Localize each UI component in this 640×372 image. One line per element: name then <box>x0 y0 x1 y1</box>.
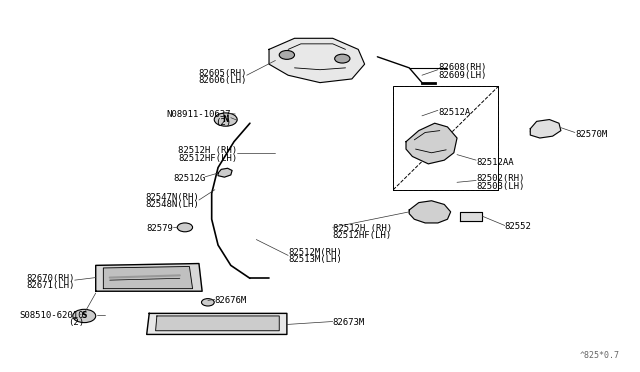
Bar <box>394 86 499 190</box>
Polygon shape <box>406 123 457 164</box>
Text: (2): (2) <box>214 118 231 126</box>
Text: (2): (2) <box>68 318 84 327</box>
Text: 82512M(RH): 82512M(RH) <box>288 248 342 257</box>
Text: N08911-10637: N08911-10637 <box>166 110 231 119</box>
Polygon shape <box>147 313 287 334</box>
Circle shape <box>202 299 214 306</box>
Text: 82512A: 82512A <box>438 108 470 117</box>
Text: N: N <box>223 115 229 124</box>
Polygon shape <box>104 266 193 289</box>
Text: 82570M: 82570M <box>575 130 607 139</box>
Polygon shape <box>409 201 451 223</box>
Text: 82609(LH): 82609(LH) <box>438 71 486 80</box>
Text: 82608(RH): 82608(RH) <box>438 63 486 72</box>
Text: 82670(RH): 82670(RH) <box>26 274 75 283</box>
Text: 82503(LH): 82503(LH) <box>476 182 525 190</box>
Circle shape <box>177 223 193 232</box>
Circle shape <box>73 310 96 323</box>
Circle shape <box>214 113 237 126</box>
Text: 82512HF(LH): 82512HF(LH) <box>178 154 237 163</box>
Text: ^825*0.7: ^825*0.7 <box>579 350 620 359</box>
Text: 82547N(RH): 82547N(RH) <box>145 193 199 202</box>
Text: 82512H (RH): 82512H (RH) <box>178 147 237 155</box>
Text: 82673M: 82673M <box>333 318 365 327</box>
Text: 82552: 82552 <box>505 222 532 231</box>
Polygon shape <box>156 316 279 331</box>
Text: 82579: 82579 <box>147 224 173 233</box>
Polygon shape <box>96 263 202 291</box>
Text: S: S <box>81 311 87 320</box>
Text: 82512H (RH): 82512H (RH) <box>333 224 392 233</box>
Text: 82606(LH): 82606(LH) <box>198 76 247 85</box>
Text: S08510-62010: S08510-62010 <box>20 311 84 320</box>
Text: 82513M(LH): 82513M(LH) <box>288 255 342 264</box>
Text: 82605(RH): 82605(RH) <box>198 69 247 78</box>
Circle shape <box>418 136 441 149</box>
Text: 82512G: 82512G <box>173 174 205 183</box>
Circle shape <box>335 54 350 63</box>
Polygon shape <box>269 38 365 83</box>
Text: 82671(LH): 82671(LH) <box>26 281 75 290</box>
Circle shape <box>279 51 294 60</box>
Text: 82512HF(LH): 82512HF(LH) <box>333 231 392 240</box>
Polygon shape <box>531 119 561 138</box>
Text: 82548N(LH): 82548N(LH) <box>145 200 199 209</box>
Polygon shape <box>218 168 232 177</box>
Text: 82502(RH): 82502(RH) <box>476 174 525 183</box>
Polygon shape <box>460 212 483 221</box>
Text: 82512AA: 82512AA <box>476 157 514 167</box>
Text: 82676M: 82676M <box>215 296 247 305</box>
Circle shape <box>420 206 439 217</box>
